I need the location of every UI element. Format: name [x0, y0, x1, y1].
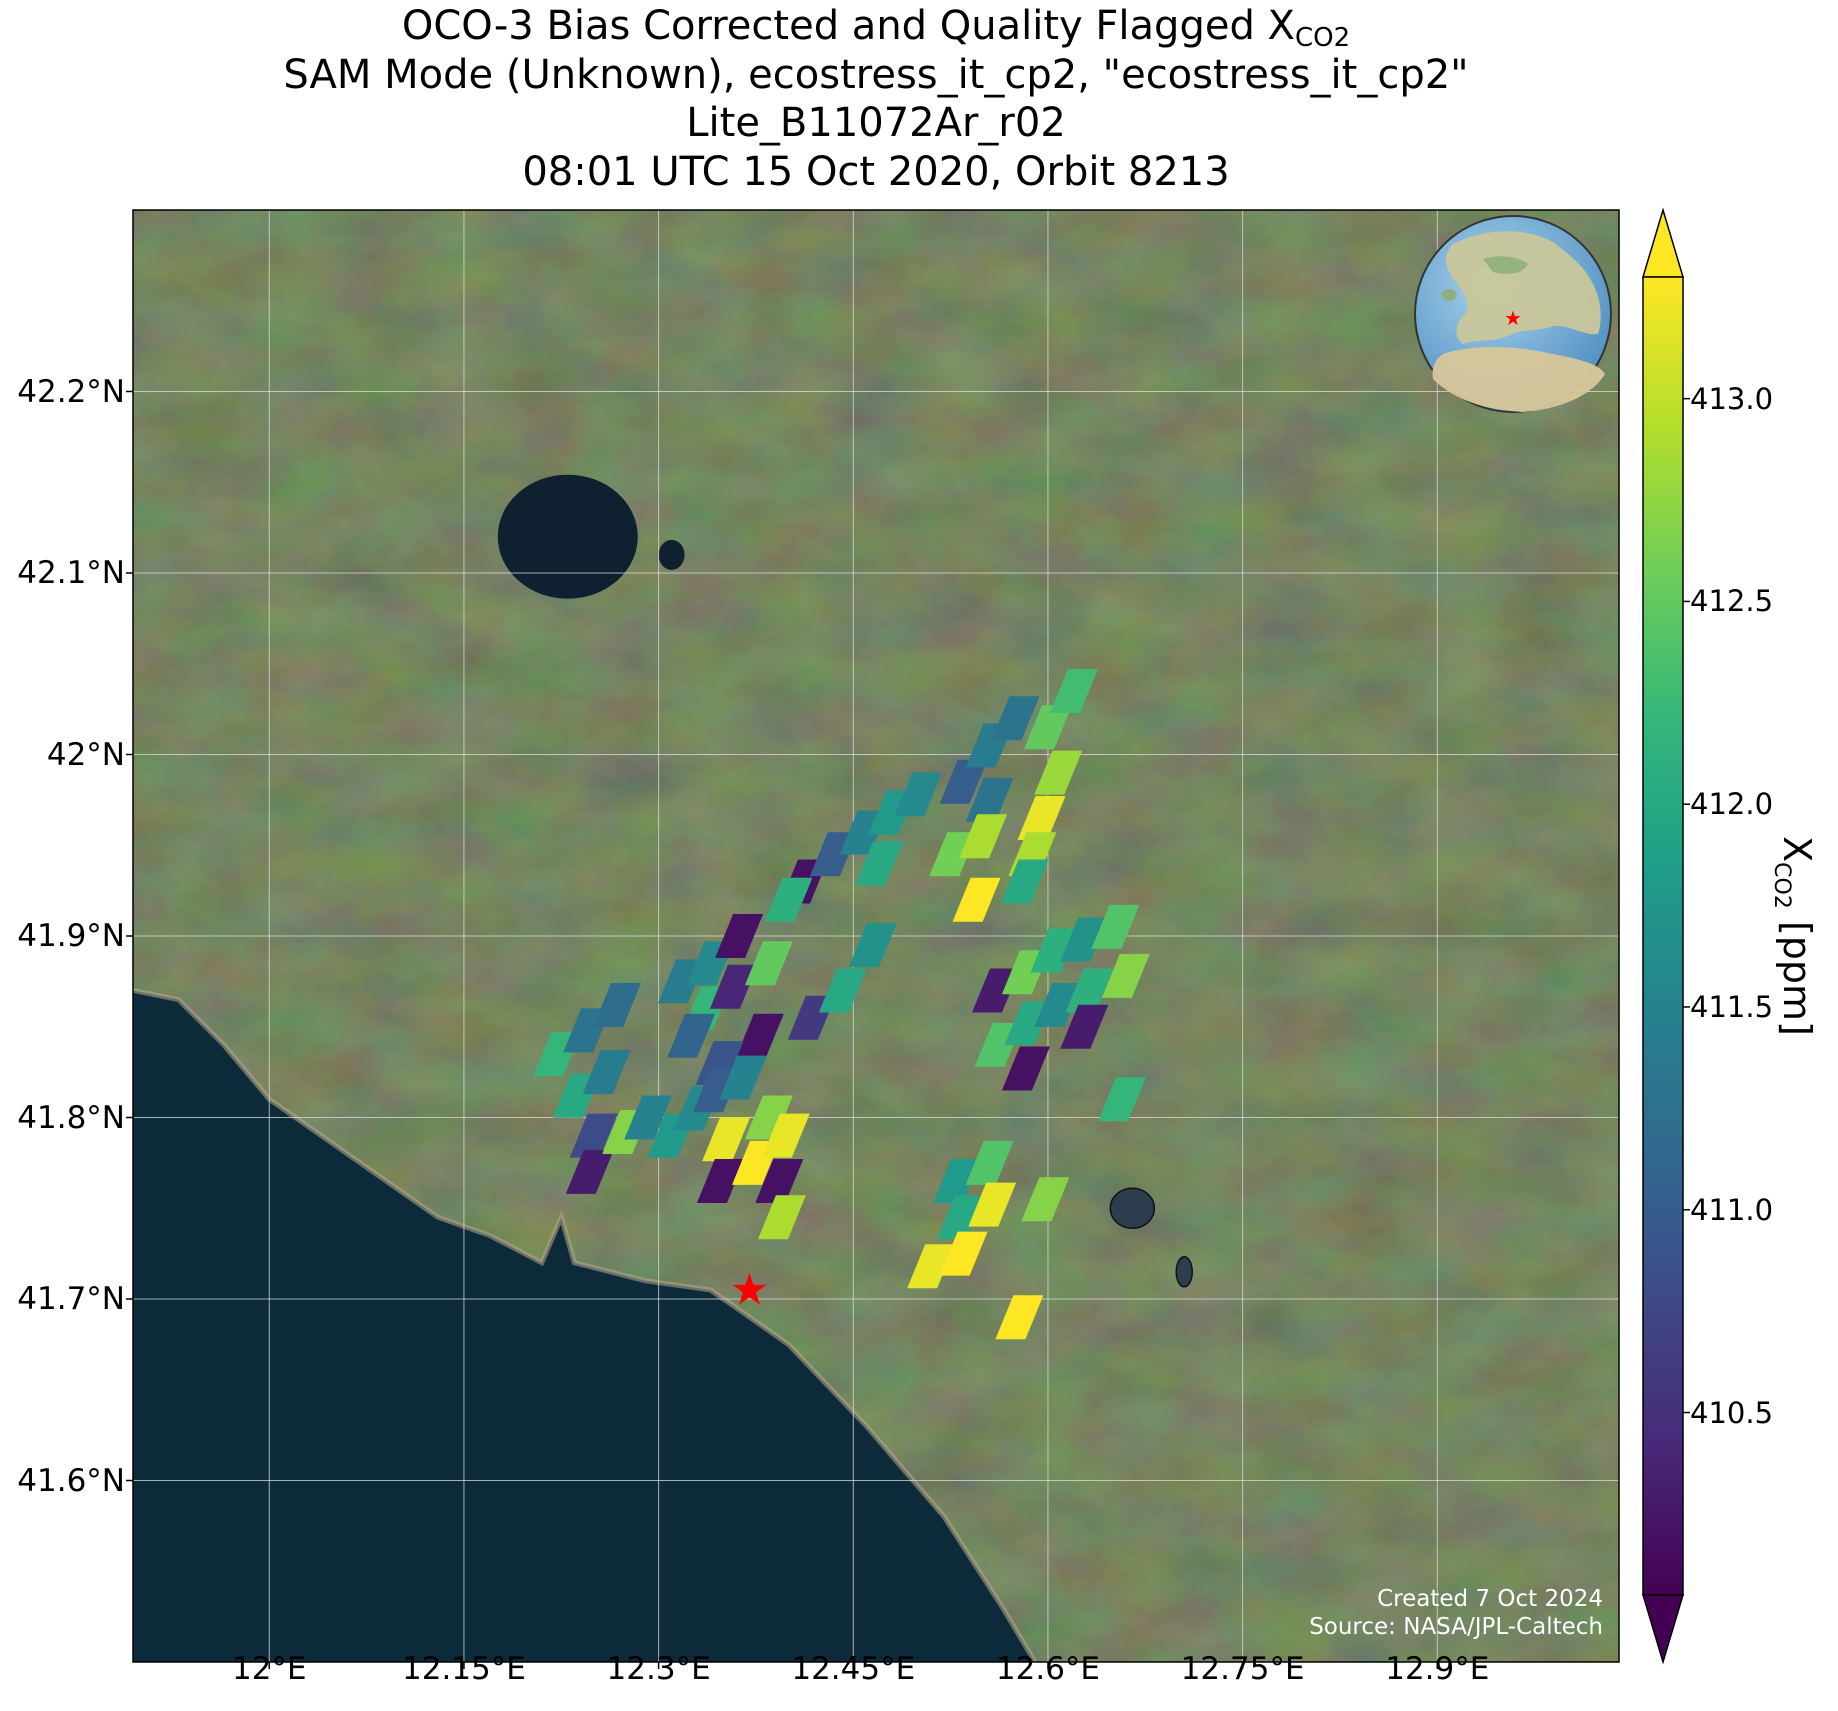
- xco2-sounding: [744, 1095, 793, 1140]
- xco2-sounding: [968, 1182, 1017, 1227]
- lon-label: 12.3°E: [606, 1651, 711, 1687]
- lakes-layer: [497, 474, 1193, 1288]
- colorbar-tick-label: 412.5: [1690, 584, 1774, 619]
- lat-label: 41.7°N: [17, 1281, 125, 1317]
- xco2-sounding: [695, 1041, 744, 1086]
- xco2-sounding: [761, 1113, 810, 1158]
- colorbar-label: XCO2 [ppm]: [1769, 836, 1819, 1036]
- gridlines: [133, 210, 1619, 1662]
- lat-label: 41.9°N: [17, 918, 125, 954]
- coastline: [133, 988, 1038, 1662]
- colorbar-tick-label: 411.0: [1690, 1192, 1774, 1227]
- xco2-sounding: [764, 877, 813, 922]
- colorbar-tick-label: 411.5: [1690, 989, 1774, 1024]
- xco2-sounding: [1060, 917, 1109, 962]
- xco2-sounding: [735, 1013, 784, 1058]
- xco2-sounding: [569, 1113, 618, 1158]
- colorbar-tick-label: 412.0: [1690, 787, 1774, 822]
- inset-globe: [1414, 215, 1612, 413]
- xco2-sounding: [959, 814, 1008, 859]
- xco2-sounding: [937, 1195, 985, 1240]
- colorbar-body: [1642, 276, 1684, 1596]
- lon-label: 12°E: [231, 1651, 307, 1687]
- xco2-sounding: [715, 914, 764, 958]
- colorbar-tick-label: 413.0: [1690, 381, 1774, 416]
- xco2-sounding: [1017, 796, 1066, 840]
- colorbar-tick-marks: [1683, 397, 1690, 1414]
- lon-label: 12.9°E: [1385, 1651, 1490, 1687]
- xco2-sounding: [1049, 669, 1098, 713]
- xco2-sounding: [744, 941, 793, 986]
- inset-target-star-icon: ★: [1504, 306, 1522, 330]
- xco2-sounding: [593, 983, 642, 1027]
- target-star-icon: ★: [730, 1264, 769, 1315]
- xco2-sounding: [624, 1095, 673, 1140]
- xco2-sounding: [1030, 928, 1079, 973]
- title-line-2: SAM Mode (Unknown), ecostress_it_cp2, "e…: [283, 51, 1469, 98]
- xco2-sounding: [1065, 968, 1114, 1013]
- xco2-sounding: [709, 964, 758, 1009]
- xco2-sounding: [995, 1295, 1044, 1340]
- lon-label: 12.45°E: [791, 1651, 916, 1687]
- lat-label: 41.8°N: [17, 1099, 125, 1136]
- xco2-sounding: [933, 1159, 982, 1203]
- xco2-sounding: [952, 877, 1001, 922]
- xco2-sounding: [755, 1159, 804, 1203]
- xco2-sounding: [1001, 1046, 1050, 1091]
- xco2-sounding: [1021, 1177, 1070, 1222]
- lon-label: 12.75°E: [1180, 1651, 1305, 1687]
- xco2-sounding: [719, 1055, 767, 1100]
- lat-tick-marks: [126, 390, 133, 1482]
- colorbar-extend-top: [1641, 207, 1685, 278]
- map-area[interactable]: ★ ★: [133, 210, 1619, 1662]
- lat-label: 42°N: [46, 736, 125, 773]
- xco2-sounding: [965, 777, 1014, 822]
- lake: [658, 539, 685, 570]
- xco2-sounding: [965, 1140, 1014, 1185]
- credit-created: Created 7 Oct 2024: [1377, 1586, 1603, 1612]
- lat-label: 41.6°N: [17, 1462, 125, 1499]
- xco2-sounding: [1000, 859, 1049, 904]
- lat-label: 42.2°N: [17, 373, 125, 410]
- xco2-sounding: [1101, 953, 1150, 998]
- xco2-sounding: [696, 1159, 745, 1203]
- xco2-sounding: [582, 1050, 631, 1095]
- colorbar-tick-label: 410.5: [1690, 1395, 1774, 1430]
- lake: [1109, 1187, 1156, 1229]
- xco2-sounding: [1060, 1004, 1109, 1049]
- lat-label: 42.1°N: [17, 555, 125, 591]
- figure-title: OCO-3 Bias Corrected and Quality Flagged…: [133, 2, 1619, 196]
- title-line-4: 08:01 UTC 15 Oct 2020, Orbit 8213: [522, 148, 1230, 195]
- xco2-sounding: [894, 772, 943, 817]
- xco2-sounding: [855, 841, 904, 886]
- lon-label: 12.6°E: [995, 1651, 1101, 1687]
- xco2-sounding: [1034, 983, 1083, 1027]
- xco2-soundings: [533, 669, 1150, 1340]
- title-line-1: OCO-3 Bias Corrected and Quality Flagged…: [401, 3, 1351, 53]
- xco2-sounding: [939, 759, 988, 804]
- lake: [1175, 1256, 1193, 1288]
- lon-label: 12.15°E: [402, 1651, 526, 1687]
- xco2-sounding: [1034, 750, 1083, 795]
- xco2-sounding: [667, 1013, 716, 1058]
- colorbar-extend-bottom: [1641, 1594, 1685, 1665]
- xco2-sounding: [848, 923, 897, 968]
- xco2-sounding: [939, 1231, 988, 1276]
- xco2-sounding: [757, 1195, 806, 1240]
- colorbar: [1641, 207, 1690, 1665]
- lake: [497, 474, 638, 599]
- xco2-sounding: [907, 1244, 956, 1289]
- credit-source: Source: NASA/JPL-Caltech: [1309, 1614, 1603, 1640]
- xco2-sounding: [1024, 705, 1072, 750]
- xco2-sounding: [702, 1117, 751, 1162]
- xco2-sounding: [1097, 1077, 1146, 1122]
- xco2-sounding: [1091, 904, 1140, 949]
- xco2-sounding: [565, 1149, 614, 1194]
- xco2-sounding: [991, 696, 1040, 741]
- title-line-3: Lite_B11072Ar_r02: [686, 100, 1066, 146]
- xco2-sounding: [818, 968, 867, 1013]
- lon-tick-marks: [268, 1662, 1439, 1669]
